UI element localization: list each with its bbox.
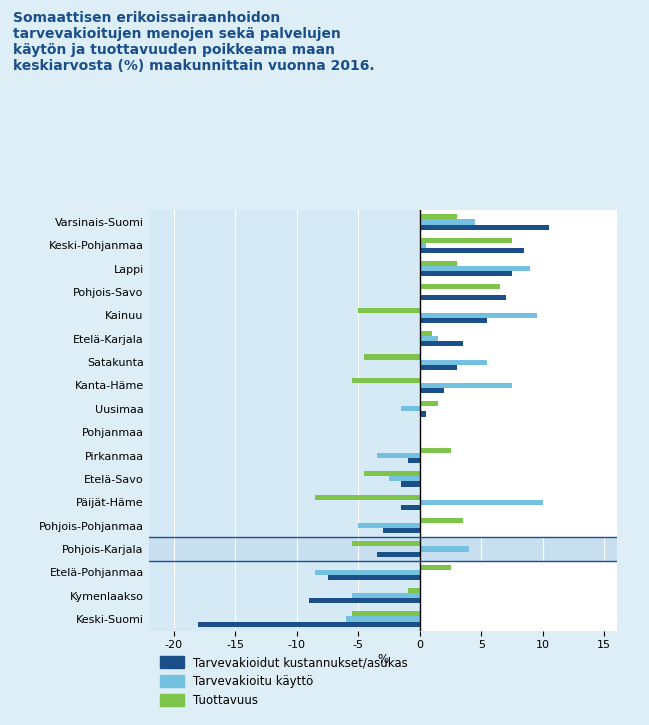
Bar [420,284,500,289]
Bar [420,500,543,505]
Bar [420,518,463,523]
Bar [420,266,530,271]
Bar [352,611,420,616]
Bar [315,494,420,500]
Text: Somaattisen erikoissairaanhoidon
tarvevakioitujen menojen sekä palvelujen
käytön: Somaattisen erikoissairaanhoidon tarveva… [13,11,374,73]
Bar [420,565,450,570]
Bar [420,383,512,388]
Bar [420,238,512,243]
Bar [420,341,463,347]
X-axis label: %: % [377,653,389,666]
Bar [352,542,420,547]
Bar [401,505,420,510]
Bar [420,312,537,318]
Bar [149,537,617,560]
Bar [420,261,457,266]
Bar [420,388,445,393]
Bar [420,401,438,406]
Bar [401,406,420,411]
Bar [420,336,438,341]
Bar [328,575,420,580]
Bar [420,243,426,248]
Bar [408,458,420,463]
Bar [420,360,487,365]
Bar [420,411,426,417]
Legend: Tarvevakioidut kustannukset/asukas, Tarvevakioitu käyttö, Tuottavuus: Tarvevakioidut kustannukset/asukas, Tarv… [155,652,412,712]
Bar [383,529,420,534]
Bar [420,248,524,253]
Bar [420,448,450,453]
Bar [420,365,457,370]
Bar [149,210,420,631]
Bar [352,593,420,598]
Bar [377,453,420,458]
Bar [358,523,420,529]
Bar [401,481,420,486]
Bar [420,547,469,552]
Bar [365,355,420,360]
Bar [408,588,420,593]
Bar [420,318,487,323]
Bar [420,214,457,220]
Bar [199,621,420,627]
Bar [352,378,420,383]
Bar [309,598,420,603]
Bar [315,570,420,575]
Bar [358,307,420,312]
Bar [420,225,549,230]
Bar [346,616,420,621]
Bar [389,476,420,481]
Bar [377,552,420,557]
Bar [420,294,506,299]
Bar [420,331,432,336]
Bar [365,471,420,476]
Bar [420,271,512,276]
Bar [420,220,475,225]
